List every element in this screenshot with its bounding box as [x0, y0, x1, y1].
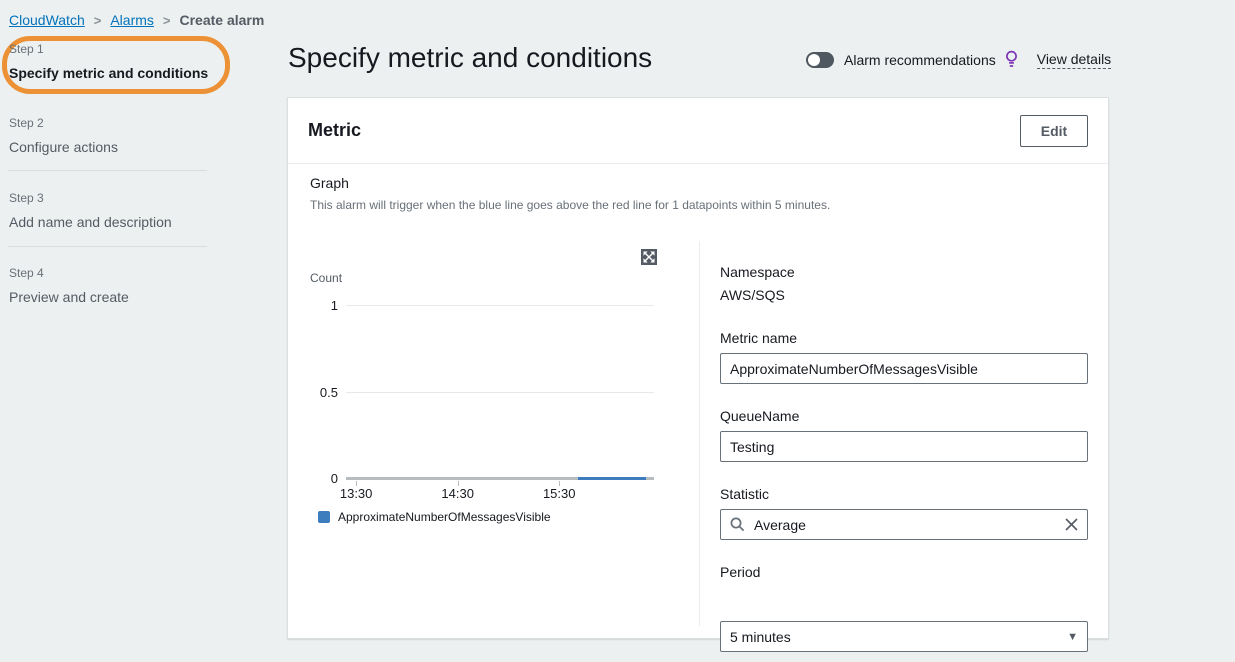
chart-xtick-label: 13:30 [339, 486, 373, 501]
graph-section-label: Graph [310, 175, 349, 191]
period-select-value: 5 minutes [730, 628, 791, 645]
sidebar-item-step3[interactable]: Add name and description [9, 214, 172, 230]
divider [8, 246, 207, 247]
graph-description: This alarm will trigger when the blue li… [310, 198, 831, 212]
breadcrumb: CloudWatch > Alarms > Create alarm [9, 12, 264, 28]
chart-xtick-mark [457, 481, 459, 486]
view-details-link[interactable]: View details [1036, 50, 1112, 69]
legend-swatch [318, 511, 330, 523]
clear-icon[interactable] [1063, 516, 1080, 533]
queue-name-label: QueueName [720, 408, 800, 424]
alarm-recommendations-label: Alarm recommendations [844, 51, 996, 68]
chart-ytick-label: 1 [330, 298, 338, 313]
chart-gridline [346, 305, 654, 306]
metric-panel-header: Metric Edit [288, 98, 1108, 164]
queue-name-field[interactable] [720, 431, 1088, 462]
chart-gridline [346, 391, 654, 393]
chart-xtick-mark [559, 481, 561, 486]
namespace-label: Namespace [720, 264, 795, 280]
metric-name-field[interactable] [720, 353, 1088, 384]
chart-plot: 1 0.5 0 13:30 14:30 15:30 [320, 298, 654, 501]
sidebar-item-step2[interactable]: Configure actions [9, 139, 118, 155]
breadcrumb-separator: > [162, 12, 171, 28]
breadcrumb-separator: > [93, 12, 102, 28]
period-label: Period [720, 564, 761, 580]
edit-button[interactable]: Edit [1020, 114, 1088, 147]
step2-number: Step 2 [9, 116, 44, 130]
chart-ytick-label: 0.5 [319, 384, 338, 400]
breadcrumb-link-cloudwatch[interactable]: CloudWatch [9, 12, 85, 28]
page-title: Specify metric and conditions [288, 42, 653, 73]
step1-number: Step 1 [9, 42, 44, 56]
statistic-field-wrap [720, 509, 1088, 540]
chevron-down-icon: ▼ [1067, 630, 1078, 643]
chart-xtick-mark [356, 481, 358, 486]
expand-graph-icon[interactable] [641, 249, 657, 265]
statistic-label: Statistic [720, 486, 770, 502]
chart-y-axis-title: Count [310, 271, 343, 285]
legend-label: ApproximateNumberOfMessagesVisible [338, 510, 551, 524]
step3-number: Step 3 [9, 191, 44, 205]
alarm-recommendations-toggle[interactable] [806, 51, 834, 68]
breadcrumb-current-page: Create alarm [179, 12, 265, 28]
header-actions: Alarm recommendations View details [806, 50, 1112, 69]
namespace-value: AWS/SQS [720, 287, 785, 303]
metric-panel: Metric Edit Graph This alarm will trigge… [287, 97, 1109, 652]
sidebar-item-step4[interactable]: Preview and create [9, 289, 129, 305]
toggle-knob [808, 53, 820, 66]
chart-xtick-label: 14:30 [441, 486, 474, 501]
chart-legend: ApproximateNumberOfMessagesVisible [318, 510, 551, 524]
chart-line-segment [577, 477, 646, 480]
sidebar-item-step1[interactable]: Specify metric and conditions [9, 65, 209, 81]
divider [699, 241, 700, 626]
lightbulb-icon [1004, 50, 1019, 69]
metric-name-label: Metric name [720, 330, 798, 346]
chart-baseline [346, 477, 654, 480]
statistic-field[interactable] [720, 509, 1088, 540]
step4-number: Step 4 [9, 266, 44, 280]
period-select[interactable]: 5 minutes ▼ [720, 621, 1088, 652]
metric-panel-title: Metric [308, 120, 362, 140]
divider [8, 170, 207, 171]
chart-ytick-label: 0 [330, 471, 338, 486]
chart-xtick-label: 15:30 [542, 486, 576, 501]
breadcrumb-link-alarms[interactable]: Alarms [110, 12, 154, 28]
